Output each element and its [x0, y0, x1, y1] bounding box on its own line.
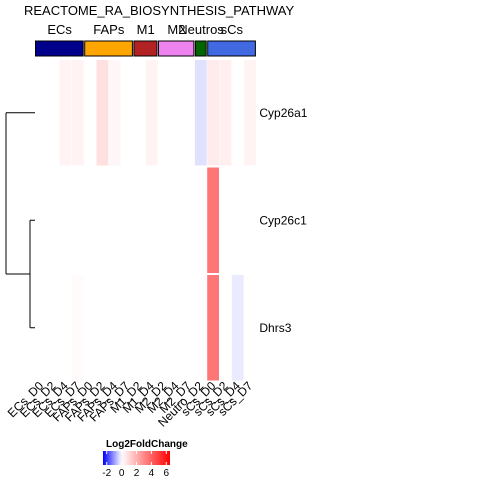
column-labels: ECs_D0ECs_D2ECs_D4ECs_D7FAPs_D0FAPs_D2FA… — [5, 378, 256, 429]
heatmap-cell — [207, 60, 219, 166]
heatmap-cell — [96, 167, 109, 273]
heatmap-cell — [133, 167, 146, 273]
row-labels: Cyp26a1 Cyp26c1 Dhrs3 — [259, 106, 307, 335]
heatmap-cell — [47, 275, 60, 381]
chart-title: REACTOME_RA_BIOSYNTHESIS_PATHWAY — [24, 3, 295, 18]
heatmap-cell — [71, 60, 84, 166]
row-dendrogram — [5, 112, 35, 329]
group-label: sCs — [221, 22, 244, 37]
heatmap-cell — [108, 275, 121, 381]
color-legend: Log2FoldChange -2 0 2 4 6 — [102, 439, 188, 479]
group-swatch — [207, 40, 256, 57]
heatmap-cell — [35, 60, 47, 166]
heatmap-cell — [182, 167, 195, 273]
heatmap-cell — [84, 167, 96, 273]
heatmap-cell — [84, 60, 96, 166]
legend-tick-label: 6 — [163, 468, 169, 479]
heatmap-cell — [145, 167, 158, 273]
heatmap-cell — [158, 275, 170, 381]
heatmap-cell — [244, 60, 256, 166]
heatmap-cell — [59, 60, 72, 166]
heatmap-cell — [121, 167, 133, 273]
heatmap-cell — [145, 60, 158, 166]
heatmap-cells — [35, 60, 256, 381]
heatmap-cell — [207, 275, 219, 381]
heatmap-cell — [145, 275, 158, 381]
heatmap-cell — [244, 167, 256, 273]
heatmap-cell — [108, 60, 121, 166]
heatmap-cell — [182, 275, 195, 381]
heatmap-cell — [133, 60, 146, 166]
heatmap-cell — [96, 60, 109, 166]
heatmap-cell — [59, 275, 72, 381]
heatmap-cell — [71, 275, 84, 381]
group-swatch — [84, 40, 133, 57]
row-label: Dhrs3 — [259, 321, 291, 335]
heatmap-cell — [133, 275, 146, 381]
heatmap-cell — [108, 167, 121, 273]
legend-tick-label: 0 — [119, 468, 125, 479]
heatmap-cell — [231, 275, 244, 381]
heatmap-cell — [194, 167, 207, 273]
group-swatch — [35, 40, 84, 57]
heatmap-cell — [59, 167, 72, 273]
heatmap-cell — [170, 60, 183, 166]
heatmap-cell — [231, 60, 244, 166]
legend-title: Log2FoldChange — [106, 439, 188, 450]
heatmap-cell — [47, 60, 60, 166]
group-label: Neutros — [178, 22, 224, 37]
heatmap-cell — [47, 167, 60, 273]
group-swatch — [133, 40, 158, 57]
row-label: Cyp26a1 — [259, 106, 307, 120]
legend-tick-label: 4 — [149, 468, 155, 479]
legend-tick-label: 2 — [134, 468, 140, 479]
group-swatch — [194, 40, 207, 57]
heatmap-cell — [231, 167, 244, 273]
group-swatch — [158, 40, 195, 57]
heatmap-cell — [96, 275, 109, 381]
heatmap-cell — [194, 275, 207, 381]
heatmap-cell — [158, 167, 170, 273]
heatmap-cell — [121, 275, 133, 381]
heatmap-cell — [158, 60, 170, 166]
heatmap-cell — [170, 167, 183, 273]
group-label: ECs — [47, 22, 72, 37]
heatmap-cell — [219, 167, 232, 273]
row-label: Cyp26c1 — [259, 213, 307, 227]
heatmap-cell — [207, 167, 219, 273]
heatmap-cell — [71, 167, 84, 273]
heatmap-cell — [84, 275, 96, 381]
heatmap-cell — [35, 167, 47, 273]
group-label: M2 — [167, 22, 185, 37]
heatmap-cell — [219, 60, 232, 166]
legend-tick-label: -2 — [102, 468, 111, 479]
heatmap-cell — [219, 275, 232, 381]
legend-colorbar — [103, 451, 170, 465]
group-label: M1 — [137, 22, 155, 37]
heatmap-cell — [194, 60, 207, 166]
heatmap-cell — [121, 60, 133, 166]
heatmap-cell — [35, 275, 47, 381]
heatmap-cell — [170, 275, 183, 381]
heatmap-cell — [182, 60, 195, 166]
group-label: FAPs — [93, 22, 125, 37]
heatmap-cell — [244, 275, 256, 381]
